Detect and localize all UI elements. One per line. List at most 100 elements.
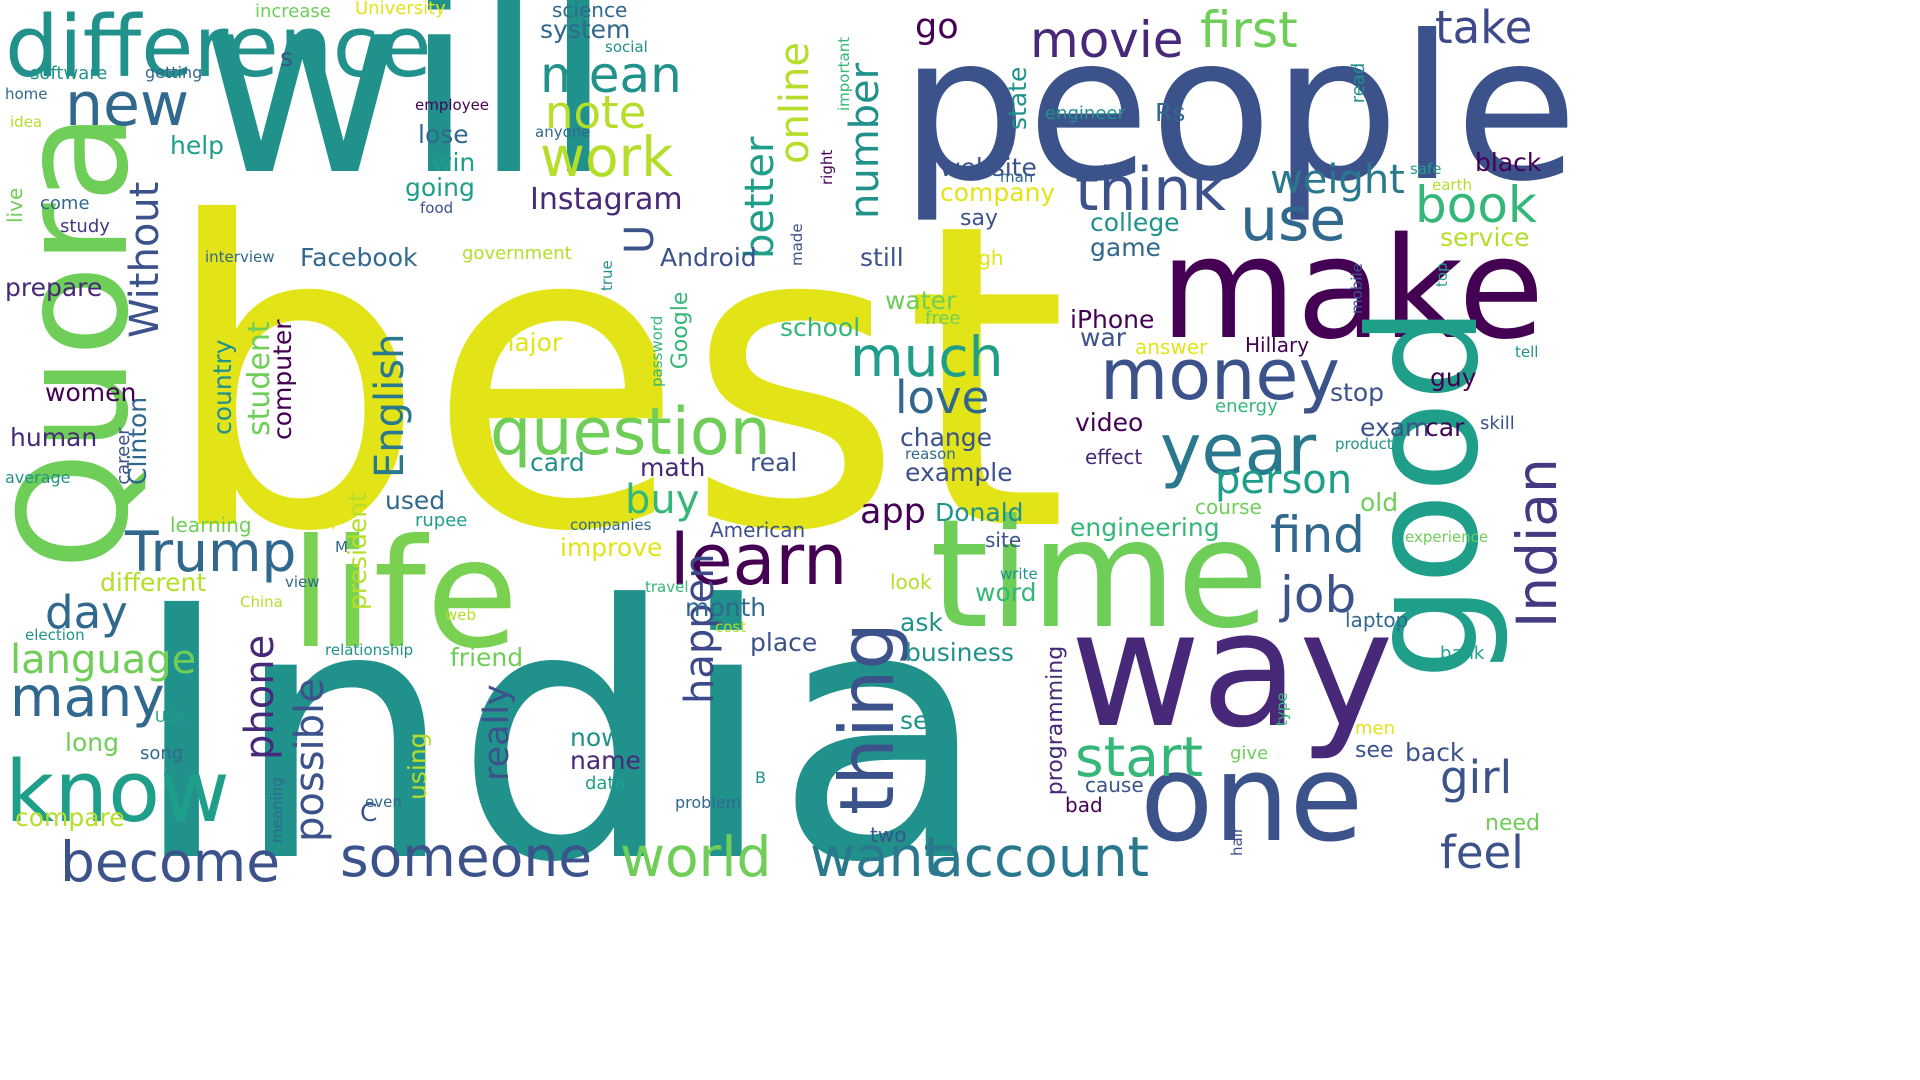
word-usa: USA: [155, 708, 187, 726]
word-reason: reason: [905, 445, 956, 463]
word-two: two: [870, 823, 907, 847]
word-answer: answer: [1135, 335, 1208, 359]
word-iphone: iPhone: [1070, 305, 1155, 334]
word-still: still: [860, 243, 904, 272]
word-video: video: [1075, 408, 1144, 437]
word-state: state: [1003, 66, 1032, 130]
word-getting: getting: [145, 63, 203, 82]
word-c: C: [360, 798, 378, 827]
word-know: know: [5, 743, 230, 842]
word-facebook: Facebook: [300, 243, 418, 272]
word-without: Without: [122, 181, 168, 338]
word-money: money: [1100, 334, 1340, 416]
word-sex: sex: [900, 706, 943, 735]
word-u: U: [617, 224, 663, 254]
word-effect: effect: [1085, 445, 1143, 469]
word-cause: cause: [1085, 773, 1144, 797]
word-company: company: [940, 178, 1056, 207]
word-month: month: [685, 593, 767, 622]
word-trump: Trump: [125, 520, 297, 584]
word-bank: bank: [1440, 643, 1485, 664]
word-someone: someone: [340, 825, 593, 889]
word-president: president: [343, 492, 372, 610]
word-win: win: [432, 148, 476, 177]
word-long: long: [65, 728, 119, 757]
word-compare: compare: [15, 803, 125, 832]
word-men: men: [1355, 718, 1396, 739]
word-quora: Quora: [0, 111, 162, 571]
word-laptop: laptop: [1345, 608, 1409, 632]
word-mobile: mobile: [1348, 263, 1366, 314]
word-english: English: [367, 333, 413, 478]
word-service: service: [1440, 223, 1530, 252]
word-experience: experience: [1405, 528, 1489, 546]
word-prepare: prepare: [5, 273, 103, 302]
word-difference: difference: [5, 0, 432, 97]
word-guy: guy: [1430, 363, 1477, 392]
word-different: different: [100, 568, 207, 597]
word-course: course: [1195, 495, 1262, 519]
word-work: work: [540, 125, 674, 189]
word-back: back: [1405, 738, 1465, 767]
word-word: word: [975, 578, 1037, 607]
word-view: view: [285, 573, 320, 591]
word-india: India: [130, 531, 989, 939]
word-true: true: [598, 260, 616, 291]
word-american: American: [710, 518, 806, 542]
word-question: question: [490, 395, 771, 470]
word-university: University: [355, 0, 446, 19]
word-movie: movie: [1030, 11, 1184, 69]
word-s: s: [280, 43, 294, 72]
word-m: M: [335, 538, 348, 556]
word-first: first: [1200, 1, 1298, 59]
word-learning: learning: [170, 513, 252, 537]
word-man: man: [1000, 168, 1034, 186]
word-travel: travel: [645, 578, 689, 596]
word-engineer: engineer: [1045, 103, 1125, 124]
word-right: right: [818, 149, 836, 185]
word-give: give: [1230, 743, 1269, 764]
word-say: say: [960, 206, 998, 231]
word-account: account: [930, 825, 1150, 889]
word-mean: mean: [540, 46, 682, 104]
word-find: find: [1270, 506, 1365, 564]
word-college: college: [1090, 208, 1180, 237]
word-book: book: [1415, 176, 1537, 234]
word-meaning: meaning: [268, 777, 286, 843]
word-name: name: [570, 746, 641, 775]
word-web: web: [445, 606, 477, 624]
word-engineering: engineering: [1070, 513, 1220, 542]
word-real: real: [750, 448, 798, 477]
word-indian: Indian: [1505, 458, 1569, 628]
word-water: water: [885, 286, 957, 315]
word-skill: skill: [1480, 413, 1515, 434]
word-employee: employee: [415, 96, 490, 114]
word-study: study: [60, 216, 110, 237]
word-energy: energy: [1215, 396, 1278, 417]
word-take: take: [1435, 1, 1533, 54]
word-day: day: [45, 586, 128, 639]
word-computer: computer: [268, 319, 297, 440]
word-women: women: [45, 378, 137, 407]
word-use: use: [1240, 185, 1347, 255]
word-election: election: [25, 626, 85, 644]
word-much: much: [850, 325, 1004, 389]
word-new: new: [65, 70, 190, 140]
word-job: job: [1280, 566, 1357, 624]
word-used: used: [385, 486, 446, 515]
word-friend: friend: [450, 643, 524, 672]
word-social: social: [605, 38, 648, 56]
word-tell: tell: [1515, 343, 1539, 361]
word-black: black: [1475, 148, 1542, 177]
word-rs: Rs: [1155, 98, 1186, 127]
word-old: old: [1360, 488, 1399, 517]
word-system: system: [540, 15, 631, 44]
word-anyone: anyone: [535, 123, 591, 141]
word-lose: lose: [418, 120, 469, 149]
word-food: food: [420, 199, 454, 217]
word-now: now: [570, 723, 622, 752]
word-will: will: [200, 0, 613, 230]
word-best: best: [160, 135, 1069, 624]
word-product: product: [1335, 435, 1393, 453]
